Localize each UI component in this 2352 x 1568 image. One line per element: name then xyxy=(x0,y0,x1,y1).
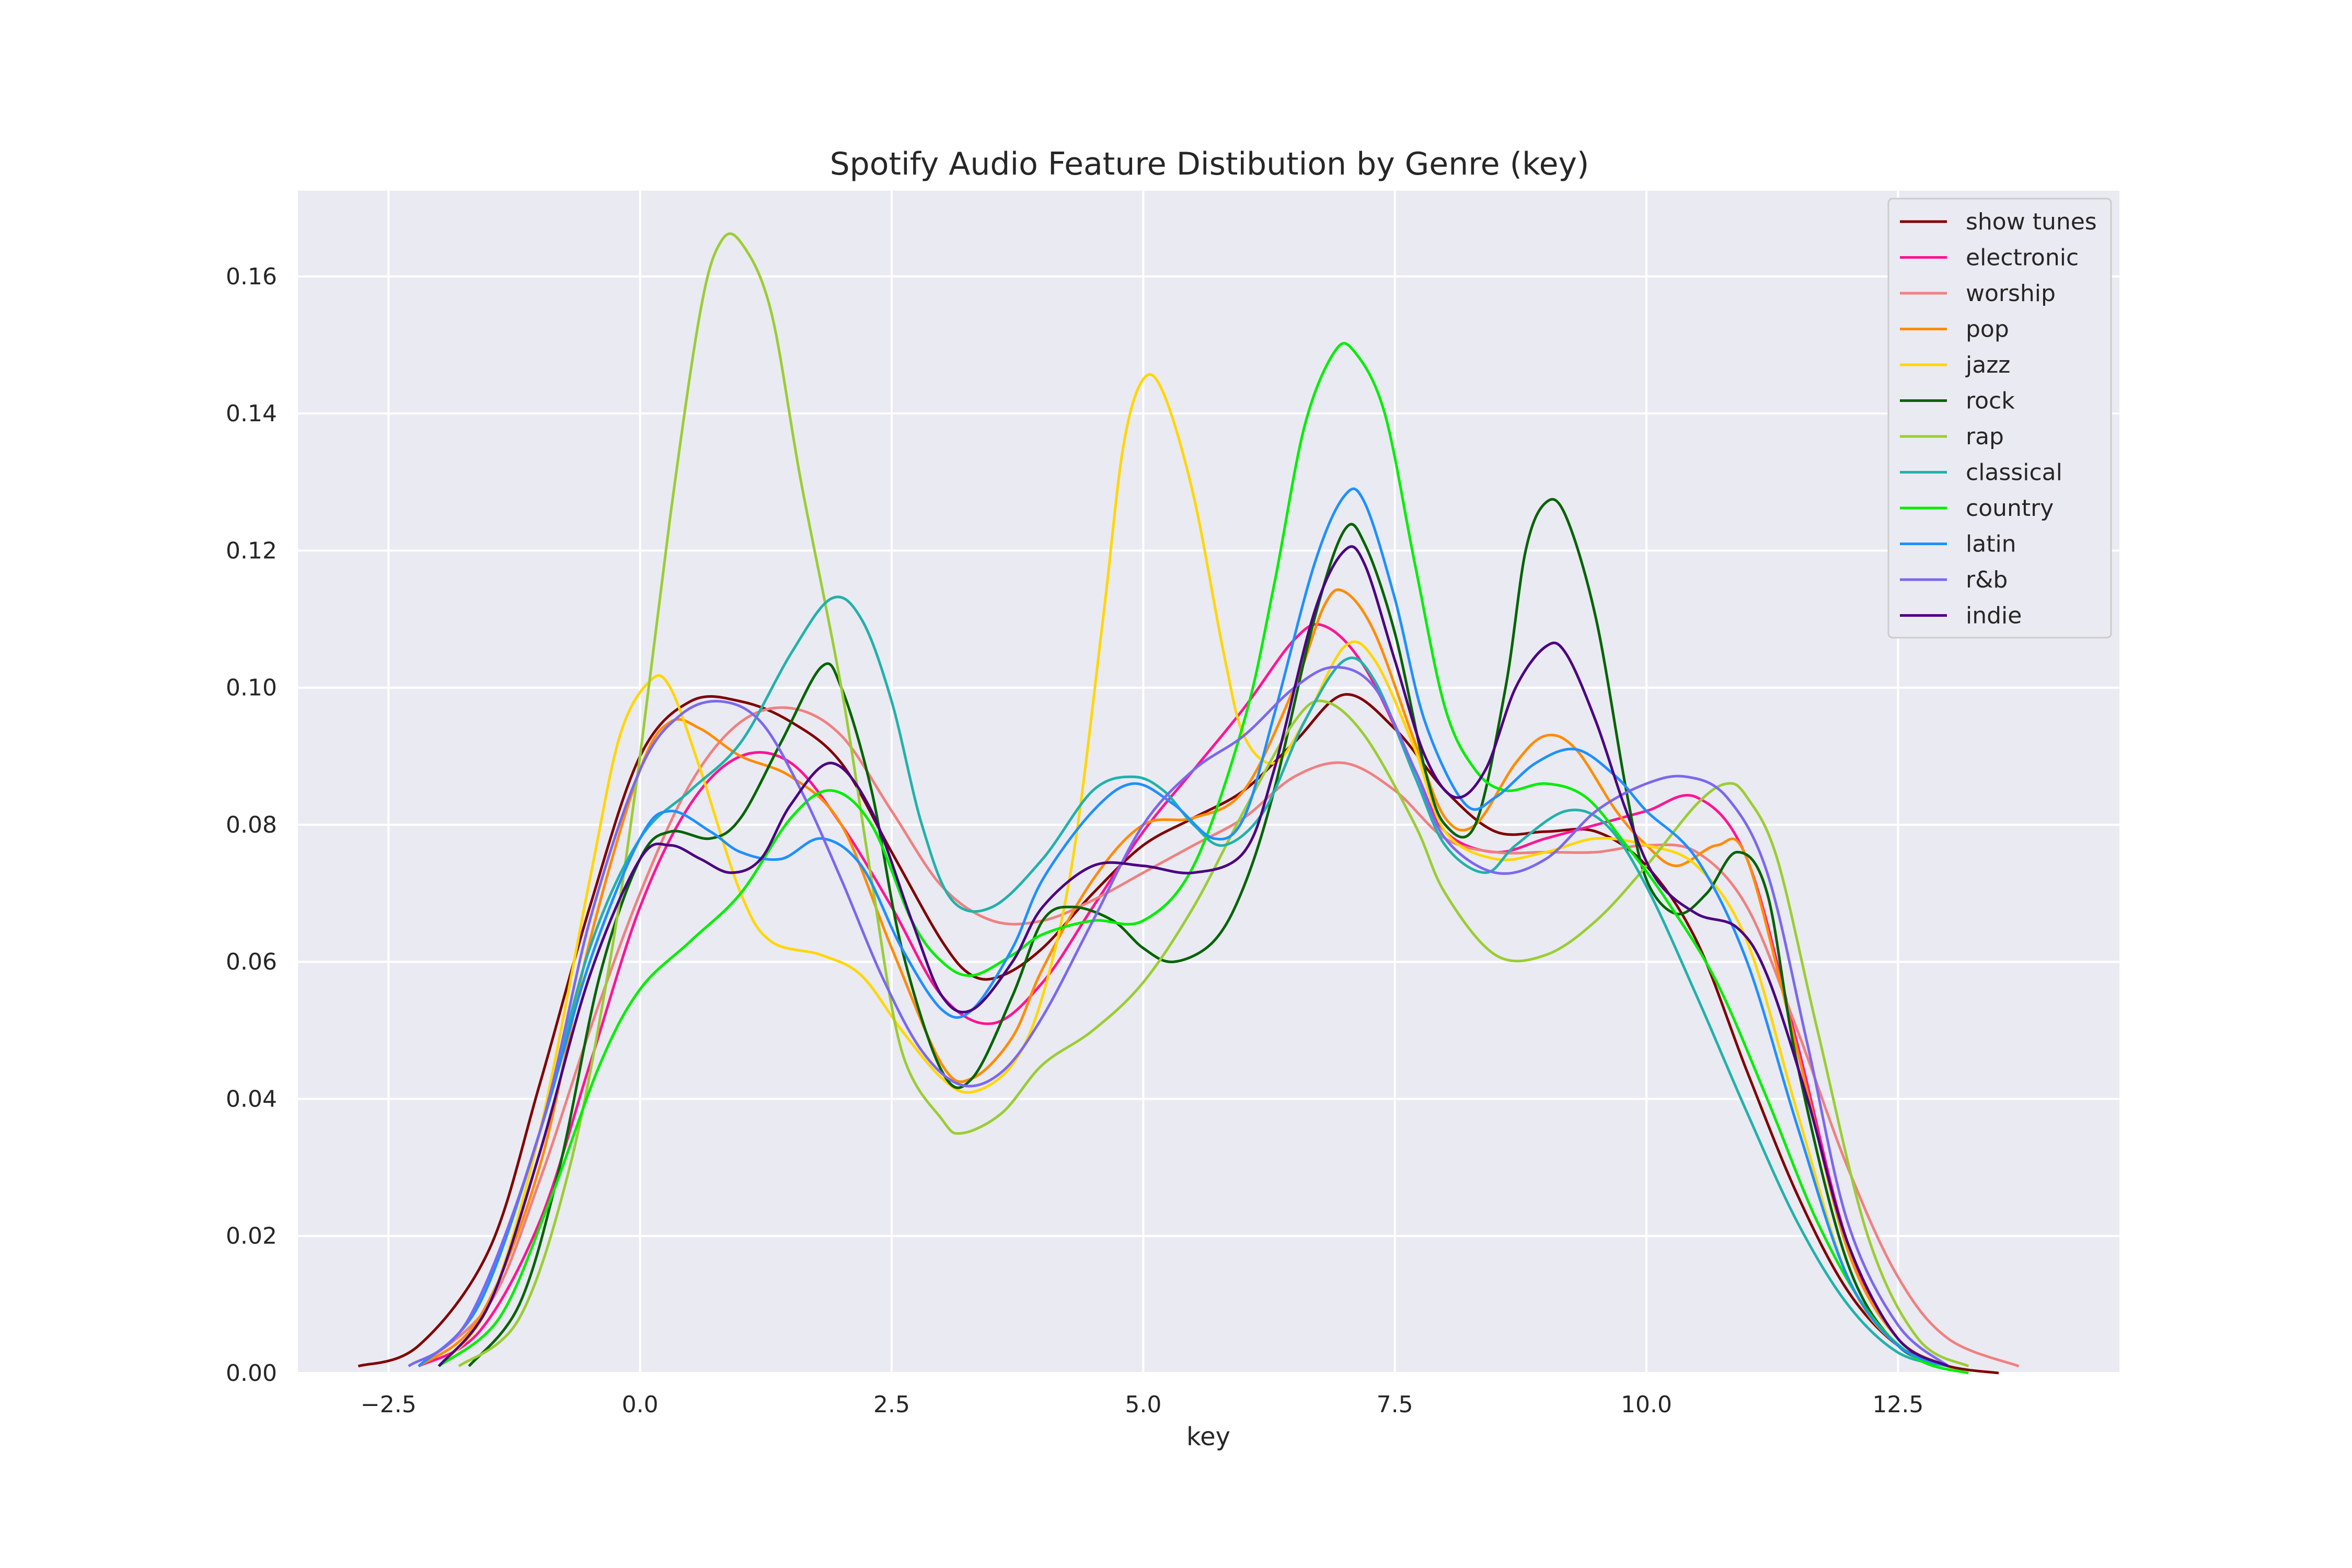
y-tick-label: 0.04 xyxy=(226,1086,277,1112)
series-line-worship xyxy=(418,706,2020,1368)
x-tick-label: 12.5 xyxy=(1872,1391,1923,1418)
plot-area xyxy=(298,191,2119,1373)
series-line-indie xyxy=(437,545,1949,1368)
legend-label-rock: rock xyxy=(1966,388,2015,414)
series-line-show-tunes xyxy=(358,693,1999,1375)
chart-title: Spotify Audio Feature Distibution by Gen… xyxy=(830,146,1589,182)
legend-label-r-b: r&b xyxy=(1966,567,2008,593)
legend-label-country: country xyxy=(1966,495,2054,522)
x-tick-labels: −2.5 0.0 2.5 5.0 7.5 10.0 12.5 xyxy=(361,1391,1924,1418)
y-tick-label: 0.16 xyxy=(226,263,277,290)
legend-label-latin: latin xyxy=(1966,531,2016,558)
series-line-latin xyxy=(418,487,1949,1368)
y-tick-label: 0.02 xyxy=(226,1223,277,1250)
x-tick-label: −2.5 xyxy=(361,1391,417,1418)
y-tick-labels: 0.00 0.02 0.04 0.06 0.08 0.10 0.12 0.14 0.16 xyxy=(226,263,277,1387)
x-axis-title: key xyxy=(1186,1422,1230,1451)
legend-label-classical: classical xyxy=(1966,459,2062,486)
series-line-rock xyxy=(468,498,1949,1368)
y-tick-label: 0.14 xyxy=(226,400,277,427)
legend-box xyxy=(1887,198,2112,639)
legend-label-indie: indie xyxy=(1966,603,2022,629)
series-line-country xyxy=(438,342,1969,1375)
legend-label-show-tunes: show tunes xyxy=(1966,209,2097,235)
legend: show tunes electronic worship pop jazz rock ra… xyxy=(1887,198,2112,639)
series-lines xyxy=(358,232,2020,1375)
series-line-r-b xyxy=(408,665,1950,1367)
x-tick-label: 2.5 xyxy=(873,1391,910,1418)
x-tick-label: 0.0 xyxy=(622,1391,659,1418)
y-tick-label: 0.10 xyxy=(226,675,277,701)
series-line-jazz xyxy=(437,373,1949,1368)
legend-label-jazz: jazz xyxy=(1965,352,2010,378)
y-tick-label: 0.08 xyxy=(226,812,277,838)
y-tick-label: 0.12 xyxy=(226,537,277,564)
series-line-pop xyxy=(418,588,1949,1368)
x-tick-label: 5.0 xyxy=(1125,1391,1161,1418)
y-tick-label: 0.00 xyxy=(226,1360,277,1387)
legend-label-worship: worship xyxy=(1966,280,2056,307)
legend-label-electronic: electronic xyxy=(1966,245,2079,271)
x-tick-label: 10.0 xyxy=(1621,1391,1672,1418)
legend-label-rap: rap xyxy=(1966,423,2004,450)
x-tick-label: 7.5 xyxy=(1377,1391,1413,1418)
y-tick-label: 0.06 xyxy=(226,949,277,975)
legend-label-pop: pop xyxy=(1966,316,2009,343)
